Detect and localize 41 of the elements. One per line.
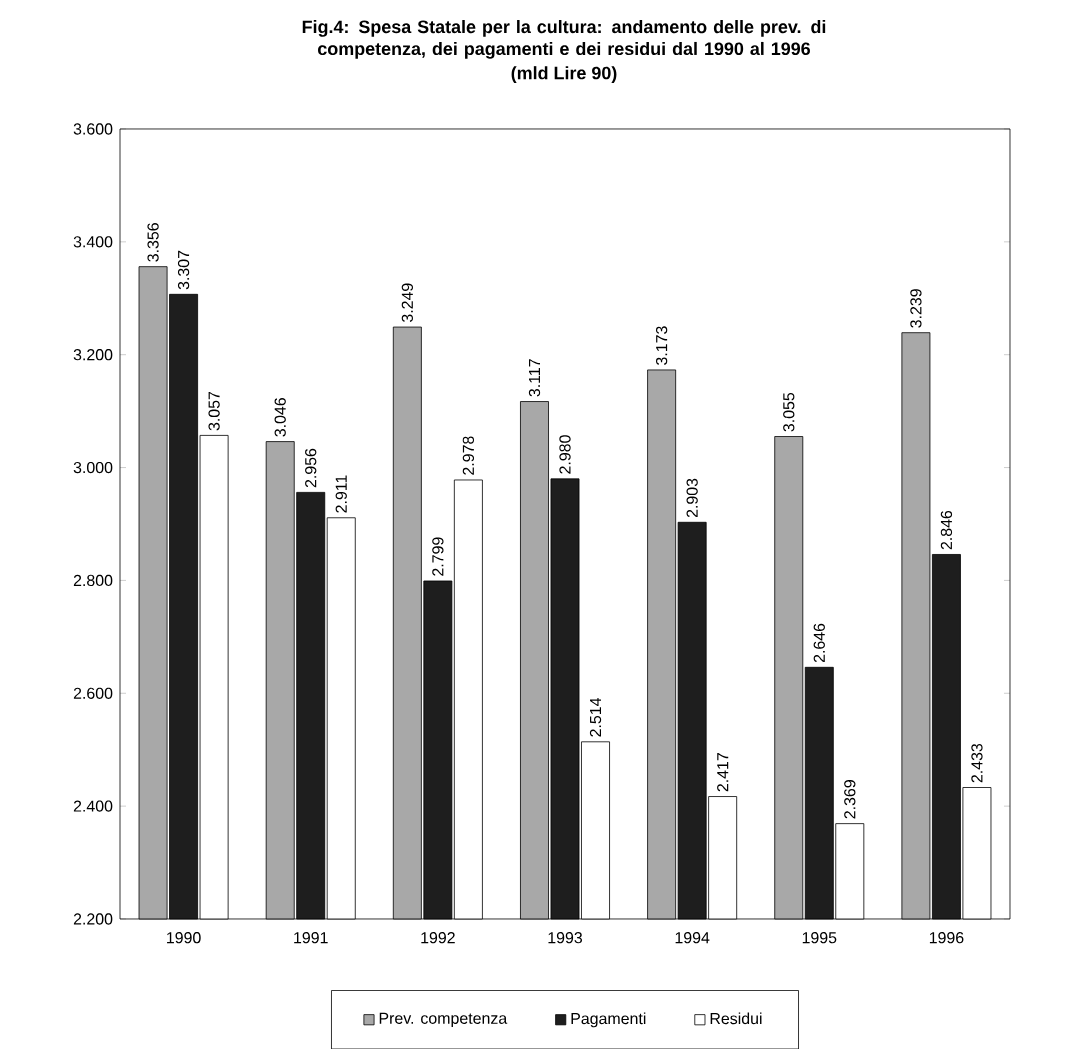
data-label: 3.356 [147, 222, 159, 262]
data-label: 2.514 [589, 697, 602, 737]
data-label: 2.433 [971, 743, 983, 783]
y-tick-label: 3.400 [73, 236, 113, 248]
data-label: 3.117 [528, 359, 541, 397]
data-label: 2.911 [335, 475, 347, 513]
x-tick-label: 1994 [675, 931, 710, 944]
x-tick-label: 1993 [548, 931, 583, 944]
data-label: 3.239 [910, 289, 922, 328]
data-label: 3.057 [208, 391, 220, 431]
x-tick-label: 1992 [421, 931, 455, 944]
y-tick-label: 3.200 [73, 348, 113, 361]
x-tick-label: 1995 [802, 931, 837, 944]
x-tick-label: 1991 [294, 931, 328, 944]
data-label: 3.046 [274, 397, 286, 437]
data-label: 2.978 [462, 436, 475, 475]
data-label: 2.799 [432, 537, 444, 576]
data-label: 3.249 [401, 283, 413, 322]
data-label: 2.417 [717, 752, 729, 792]
data-label: 2.903 [686, 478, 698, 517]
y-tick-label: 3.600 [73, 123, 113, 135]
legend-label: Prev. competenza [379, 1012, 508, 1027]
y-tick-label: 2.600 [73, 687, 113, 699]
chart-title: Fig.4: Spesa Statale per la cultura: andamento delle prev. di competenza, dei pagamenti e dei residui dal 1990 al 1996 [302, 19, 826, 59]
data-label: 2.980 [559, 434, 571, 474]
y-tick-label: 2.400 [73, 800, 113, 812]
data-label: 3.173 [655, 326, 668, 365]
y-tick-label: 3.000 [73, 461, 113, 474]
data-label: 3.307 [177, 250, 190, 290]
y-tick-label: 2.200 [73, 913, 113, 925]
y-tick-label: 2.800 [73, 574, 113, 586]
x-tick-label: 1990 [167, 931, 201, 944]
chart-subtitle: (mld Lire 90) [511, 65, 617, 83]
x-tick-label: 1996 [929, 931, 964, 944]
legend-label: Pagamenti [571, 1012, 646, 1028]
data-label: 2.956 [305, 448, 317, 487]
data-label: 3.055 [783, 392, 795, 432]
data-label: 2.369 [844, 779, 856, 819]
legend-label: Residui [710, 1012, 762, 1024]
data-label: 2.846 [940, 510, 953, 550]
data-label: 2.646 [813, 623, 825, 662]
